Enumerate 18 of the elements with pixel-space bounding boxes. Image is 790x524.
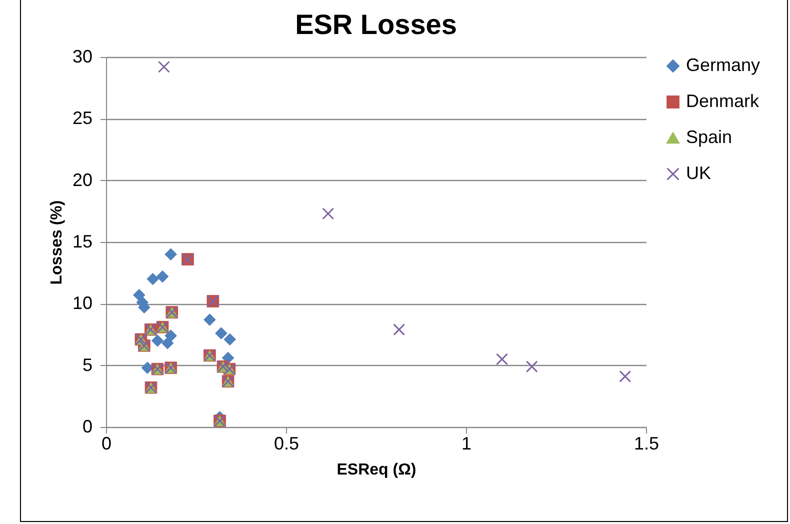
y-axis-title: Losses (%) — [48, 200, 66, 285]
x-tick-label: 0.5 — [274, 434, 300, 454]
y-tick-label: 30 — [72, 46, 92, 66]
y-tick-label: 10 — [72, 293, 92, 314]
chart-title: ESR Losses — [295, 9, 457, 40]
x-tick-label: 1 — [461, 434, 472, 454]
y-tick-label: 25 — [72, 108, 92, 128]
legend-label: Germany — [686, 55, 760, 75]
legend-label: UK — [686, 163, 712, 183]
y-tick-label: 15 — [72, 232, 92, 252]
legend-label: Denmark — [686, 91, 760, 111]
legend-label: Spain — [686, 127, 732, 147]
y-tick-label: 0 — [82, 416, 92, 436]
x-axis-title: ESReq (Ω) — [336, 462, 416, 478]
y-tick-label: 5 — [82, 354, 92, 375]
x-tick-label: 1.5 — [634, 434, 660, 454]
y-tick-label: 20 — [72, 170, 92, 190]
x-tick-label: 0 — [101, 434, 112, 454]
